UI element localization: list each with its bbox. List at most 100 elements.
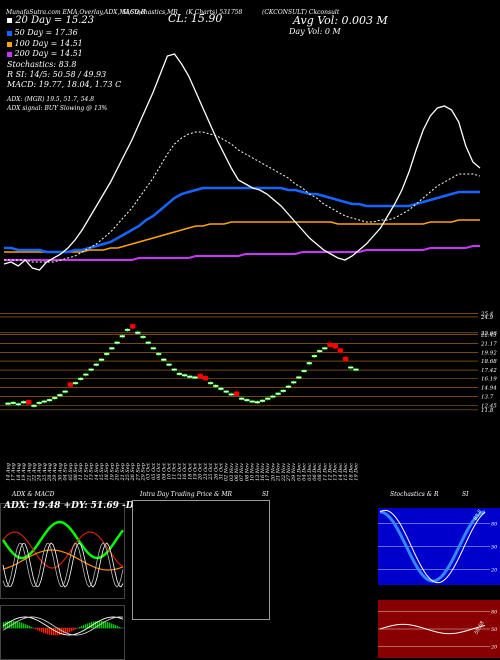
candle (10, 401, 16, 405)
indicator-list: SI,Stochastics,MR (122, 9, 178, 16)
date-tick-label: 11 Sep (78, 462, 84, 480)
candle (88, 368, 94, 371)
macd-histogram-bar (7, 621, 9, 629)
candle (36, 401, 42, 405)
date-tick-label: 08 Nov (244, 463, 250, 481)
rsi-tick-label: 80 (491, 610, 498, 616)
price-tick-label: 25.4 (480, 311, 494, 317)
stoch-tick-label: 80 (491, 521, 498, 527)
macd-histogram-bar (87, 623, 89, 629)
plus-dy-line (1, 520, 124, 560)
candle (15, 403, 22, 406)
macd-histogram-bar (61, 628, 63, 635)
date-tick-label: 10 Oct (167, 462, 173, 480)
stochastics-value: Stochastics: 83.8 (7, 60, 77, 69)
candle (103, 352, 110, 356)
price-tick-label: 18.68 (481, 359, 497, 365)
candle (20, 401, 27, 404)
macd-histogram-bar (75, 628, 77, 630)
date-tick-label: 19 Oct (192, 462, 198, 480)
date-tick-label: 13 Sep (89, 462, 95, 480)
candle (327, 342, 333, 347)
price-tick-label: 24.9 (480, 315, 494, 321)
date-tick-label: 11 Oct (172, 462, 178, 480)
price-tick-label: 19.92 (481, 350, 497, 356)
stoch-title: Stochastics & R (390, 491, 439, 498)
candle (176, 372, 183, 375)
candle (166, 363, 172, 366)
ema50-line (4, 186, 480, 254)
price-tick-label: 16.19 (481, 377, 497, 383)
candle (62, 390, 68, 393)
macd-histogram-bar (107, 622, 109, 629)
date-tick-label: 26 Oct (213, 462, 219, 481)
ema20-label: 20 Day = 15.23 (7, 15, 94, 26)
macd-histogram-bar (69, 628, 71, 633)
company-name: (CKCONSULT) Ckconsult (262, 9, 340, 16)
avg-volume: Avg Vol: 0.003 M (293, 14, 388, 27)
date-tick-label: 08 Sep (73, 462, 79, 480)
macd-frame (0, 605, 125, 660)
macd-histogram-bar (101, 621, 103, 629)
candle (207, 382, 214, 385)
day-volume: Day Vol: 0 M (289, 27, 341, 36)
macd-value: MACD: 19.77, 18.04, 1.73 C (7, 80, 122, 89)
date-tick-label: 08 Dec (317, 463, 323, 481)
macd-histogram-bar (53, 628, 55, 636)
intraday-si: SI (262, 491, 269, 498)
macd-histogram-bar (79, 626, 81, 629)
ema200-text: 200 Day = 14.51 (14, 49, 83, 58)
candle (353, 368, 359, 371)
site-title: MunafaSutra.com EMA,Overlay,ADX,MACD,R (6, 9, 146, 16)
ema20-text: 20 Day = 15.23 (15, 15, 95, 26)
date-tick-label: 31 Oct (218, 462, 224, 480)
candle (119, 335, 125, 338)
macd-histogram-bar (41, 628, 43, 633)
price-tick-label: 22.66 (480, 331, 497, 337)
candle (46, 399, 53, 402)
date-tick-label: 25 Aug (42, 463, 48, 482)
date-tick-label: 17 Nov (265, 463, 271, 481)
price-tick-label: 17.42 (481, 368, 497, 374)
candle (109, 347, 115, 350)
rsi-tick-label: 50 (491, 627, 498, 633)
macd-histogram-bar (67, 628, 69, 633)
candle (171, 368, 177, 371)
date-tick-label: 22 Aug (31, 463, 37, 482)
ema200-swatch (7, 51, 12, 57)
date-tick-label: 19 Aug (21, 463, 27, 481)
macd-histogram-bar (105, 621, 107, 629)
adx-value: ADX: (MGR) 19.5, 51.7, 54.8 (7, 96, 95, 103)
price-tick-label: 14.94 (481, 386, 497, 392)
macd-histogram-bar (49, 628, 51, 635)
macd-histogram-bar (59, 628, 61, 636)
date-tick-label: 16 Nov (260, 463, 266, 481)
date-tick-label: 15 Sep (99, 462, 105, 480)
price-tick-label: 13.7 (481, 394, 494, 400)
price-tick-label: 21.17 (480, 341, 497, 347)
date-tick-label: 25 Oct (208, 462, 214, 481)
date-tick-label: 27 Sep (135, 462, 141, 481)
close-price: CL: 15.90 (168, 12, 223, 25)
adx-panel-title: ADX & MACD (12, 491, 55, 498)
date-tick-label: 19 Sep (109, 462, 115, 480)
macd-histogram-bar (119, 627, 121, 629)
date-tick-label: 12 Sep (83, 462, 89, 480)
date-tick-label: 12 Dec (328, 463, 334, 481)
date-tick-label: 06 Nov (234, 463, 240, 481)
candle (93, 363, 99, 366)
candle (244, 399, 250, 402)
candle (197, 373, 203, 379)
macd-histogram-bar (21, 622, 23, 629)
macd-histogram-bar (47, 628, 49, 635)
candle (296, 376, 302, 379)
intraday-frame (132, 500, 270, 620)
candle (218, 387, 224, 390)
candle (249, 400, 255, 403)
candle (145, 341, 151, 344)
macd-histogram-bar (73, 628, 75, 631)
date-tick-label: 20 Sep (115, 462, 121, 481)
macd-histogram-bar (17, 621, 19, 629)
macd-histogram-bar (65, 628, 67, 634)
